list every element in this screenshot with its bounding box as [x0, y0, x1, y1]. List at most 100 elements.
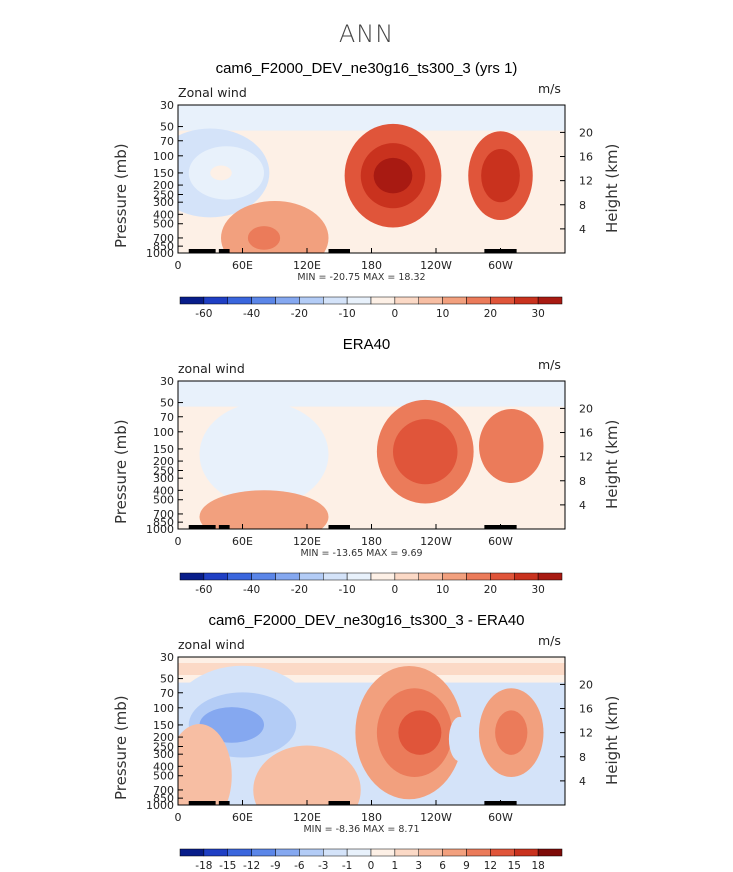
- y2-tick-label: 16: [579, 427, 593, 440]
- y2-tick-label: 8: [579, 475, 586, 488]
- y-tick-label: 100: [153, 702, 174, 715]
- colorbar-label: -10: [339, 308, 356, 320]
- topography-mask: [218, 249, 230, 253]
- y2-tick-label: 12: [579, 175, 593, 188]
- x-tick-label: 120W: [420, 535, 452, 548]
- colorbar-swatch: [370, 848, 396, 857]
- y-tick-label: 400: [153, 208, 174, 221]
- colorbar-label: -15: [219, 860, 236, 872]
- colorbar-label: -9: [270, 860, 280, 872]
- stratosphere-band: [178, 105, 565, 131]
- y-tick-label: 70: [160, 687, 174, 700]
- x-tick-label: 120E: [293, 259, 321, 272]
- y-tick-label: 150: [153, 719, 174, 732]
- x-tick-label: 60W: [488, 535, 513, 548]
- x-tick-label: 180: [361, 259, 382, 272]
- y-tick-label: 200: [153, 179, 174, 192]
- x-tick-label: 0: [175, 259, 182, 272]
- y-tick-label: 50: [160, 121, 174, 134]
- colorbar-label: -40: [243, 584, 260, 596]
- colorbar-label: 10: [436, 308, 449, 320]
- y-tick-label: 70: [160, 135, 174, 148]
- contour-region: [398, 710, 442, 755]
- y-tick-label: 850: [153, 240, 174, 253]
- colorbar-swatch: [346, 848, 372, 857]
- y2-tick-label: 20: [579, 126, 593, 139]
- colorbar-label: 9: [463, 860, 470, 872]
- y-tick-label: 200: [153, 455, 174, 468]
- y-tick-label: 500: [153, 218, 174, 231]
- colorbar-swatch: [442, 848, 467, 857]
- colorbar-label: 12: [484, 860, 497, 872]
- x-tick-label: 120W: [420, 811, 452, 824]
- units-label: m/s: [538, 81, 561, 96]
- y-tick-label: 400: [153, 484, 174, 497]
- variable-label: Zonal wind: [178, 85, 247, 100]
- colorbar-label: 30: [531, 584, 544, 596]
- y-tick-label: 300: [153, 748, 174, 761]
- x-tick-label: 180: [361, 535, 382, 548]
- x-tick-label: 60E: [232, 811, 253, 824]
- y2-tick-label: 4: [579, 499, 586, 512]
- colorbar-swatch: [394, 848, 419, 857]
- x-tick-label: 60W: [488, 811, 513, 824]
- y-tick-label: 200: [153, 731, 174, 744]
- contour-region: [393, 419, 458, 485]
- topography-mask: [218, 801, 230, 805]
- figure-title: ANN: [338, 20, 395, 48]
- colorbar-swatch: [537, 572, 563, 581]
- colorbar-label: 3: [415, 860, 422, 872]
- colorbar-label: -40: [243, 308, 260, 320]
- colorbar-label: 18: [531, 860, 544, 872]
- topography-mask: [328, 249, 350, 253]
- colorbar-label: 0: [368, 860, 375, 872]
- contour-region: [178, 723, 232, 805]
- y-tick-label: 100: [153, 150, 174, 163]
- colorbar-label: 15: [508, 860, 521, 872]
- colorbar-label: 0: [392, 584, 399, 596]
- y-tick-label: 300: [153, 472, 174, 485]
- y2-tick-label: 8: [579, 199, 586, 212]
- y-tick-label: 1000: [146, 523, 174, 536]
- y2-tick-label: 4: [579, 223, 586, 236]
- colorbar-label: -3: [318, 860, 328, 872]
- y2-tick-label: 8: [579, 751, 586, 764]
- colorbar-label: -18: [195, 860, 212, 872]
- contour-region: [221, 200, 329, 253]
- colorbar-label: 20: [484, 584, 497, 596]
- colorbar-label: -1: [342, 860, 352, 872]
- topography-mask: [188, 801, 216, 805]
- variable-label: zonal wind: [178, 361, 245, 376]
- x-tick-label: 120W: [420, 259, 452, 272]
- panel-title: cam6_F2000_DEV_ne30g16_ts300_3 (yrs 1): [215, 60, 518, 77]
- colorbar-swatch: [323, 848, 348, 857]
- y2-tick-label: 12: [579, 727, 593, 740]
- contour-region: [210, 165, 232, 181]
- colorbar-label: -20: [291, 308, 308, 320]
- y2-tick-label: 12: [579, 451, 593, 464]
- y2-tick-label: 16: [579, 703, 593, 716]
- colorbar-swatch: [251, 848, 276, 857]
- x-tick-label: 60E: [232, 535, 253, 548]
- colorbar-label: -60: [195, 584, 212, 596]
- topography-mask: [188, 249, 216, 253]
- y-tick-label: 1000: [146, 799, 174, 812]
- y-tick-label: 250: [153, 188, 174, 201]
- y-tick-label: 70: [160, 411, 174, 424]
- colorbar-label: -20: [291, 584, 308, 596]
- colorbar-label: 30: [531, 308, 544, 320]
- y-tick-label: 500: [153, 494, 174, 507]
- y-tick-label: 850: [153, 516, 174, 529]
- contour-region: [495, 710, 528, 755]
- colorbar-swatch: [537, 848, 563, 857]
- y-tick-label: 850: [153, 792, 174, 805]
- topography-mask: [328, 525, 350, 529]
- x-tick-label: 60W: [488, 259, 513, 272]
- colorbar-swatch: [514, 848, 539, 857]
- y-tick-label: 30: [160, 651, 174, 664]
- y2-tick-label: 4: [579, 775, 586, 788]
- min-max-readout: MIN = -20.75 MAX = 18.32: [297, 272, 425, 283]
- colorbar-swatch: [466, 848, 491, 857]
